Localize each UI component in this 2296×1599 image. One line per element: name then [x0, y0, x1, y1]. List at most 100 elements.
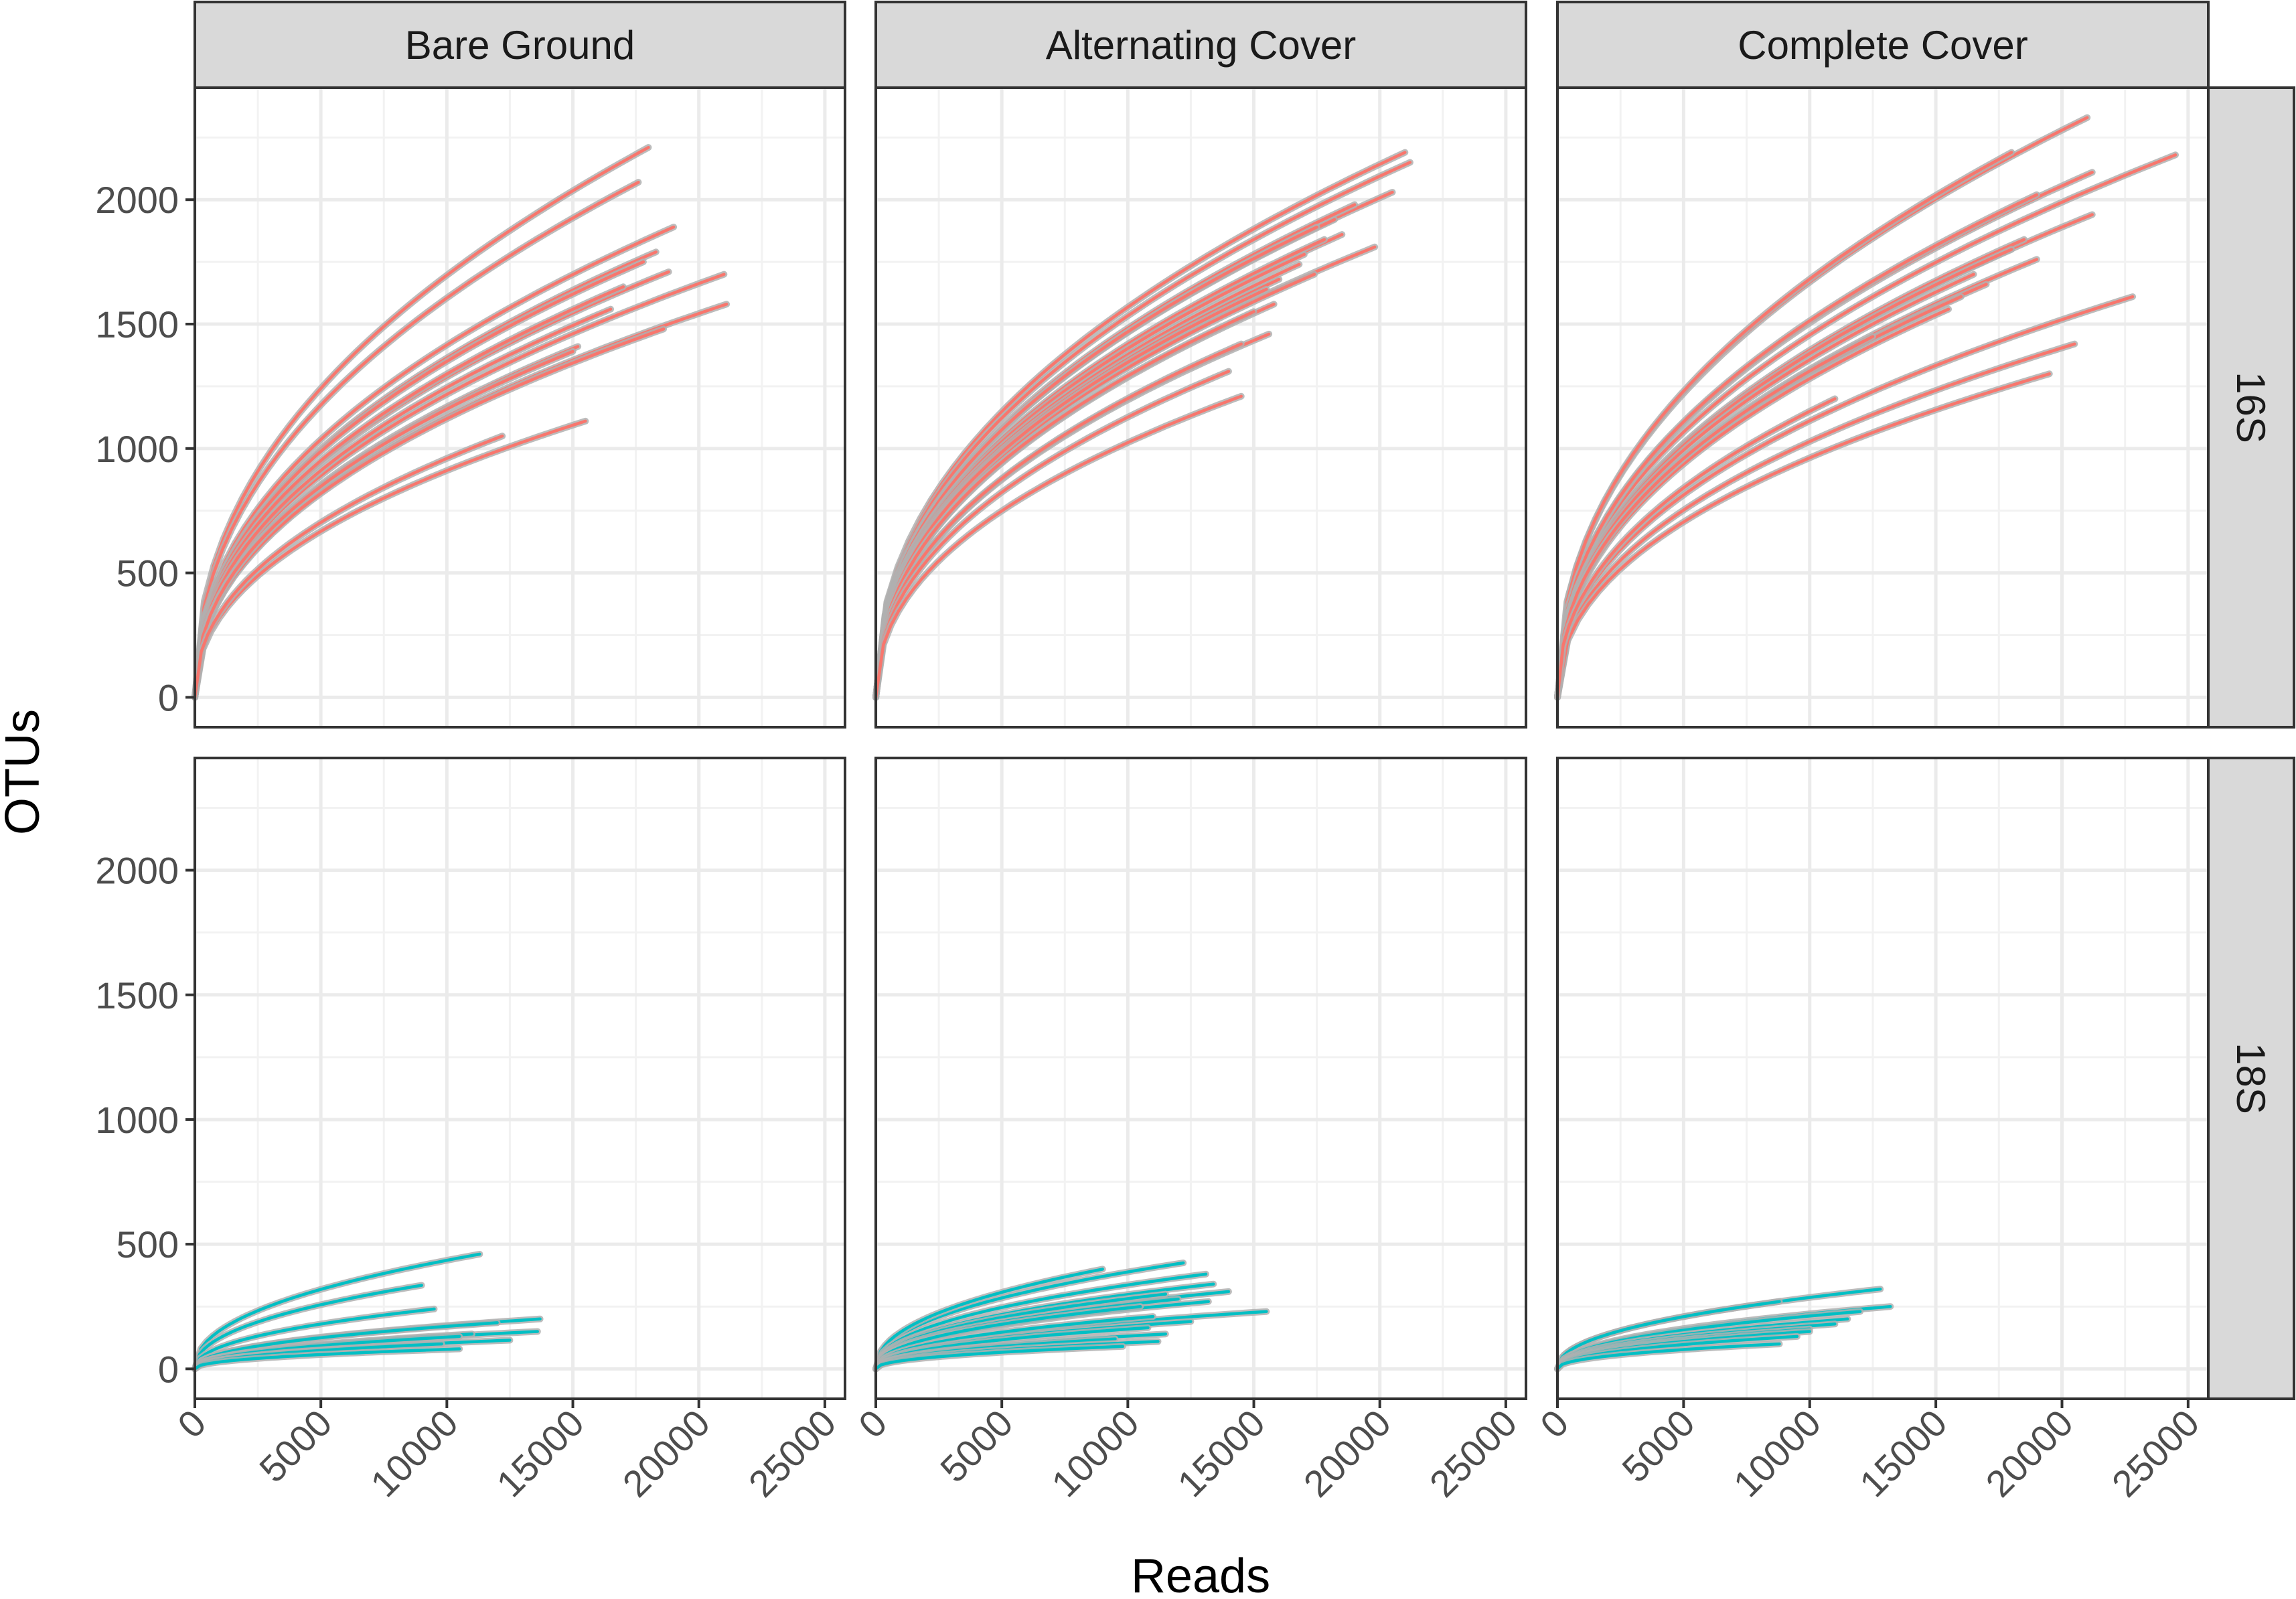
strip-bare-ground: Bare Ground — [194, 1, 846, 89]
y-tick-label: 0 — [158, 1348, 179, 1390]
curve-line — [193, 419, 587, 699]
rarefaction-curve — [872, 1343, 1126, 1373]
rarefaction-curve — [872, 224, 1320, 701]
curve-line — [193, 327, 666, 699]
rarefaction-curve — [1554, 191, 2040, 701]
x-tick-label: 15000 — [488, 1401, 592, 1505]
x-tick-label: 0 — [169, 1401, 214, 1446]
rarefaction-curve — [192, 144, 652, 701]
rarefaction-curve — [192, 348, 577, 701]
x-axis-title: Reads — [1131, 1549, 1270, 1599]
strips-layer: Bare Ground Alternating Cover Complete Cov… — [194, 1, 2295, 1400]
curve-line — [874, 1261, 1185, 1371]
curve-line — [193, 434, 504, 699]
rarefaction-curve — [192, 1251, 483, 1373]
strip-background — [874, 1, 1527, 89]
strip-label: Complete Cover — [1738, 23, 2028, 68]
rarefaction-curve — [1554, 271, 1977, 701]
curve-line — [1555, 1342, 1781, 1371]
rarefaction-curve — [872, 286, 1270, 701]
rarefaction-curve — [192, 325, 667, 701]
curve-line — [193, 285, 625, 699]
strip-background — [2207, 757, 2295, 1400]
curve-line — [874, 1304, 1142, 1371]
strip-label: 18S — [2228, 1043, 2273, 1114]
strip-complete-cover: Complete Cover — [1556, 1, 2210, 89]
panel-border — [194, 757, 846, 1400]
x-tick-label: 20000 — [1977, 1401, 2081, 1505]
x-tick-label: 20000 — [1296, 1401, 1399, 1505]
curve-confidence-band — [192, 417, 589, 701]
rarefaction-curve — [192, 224, 678, 701]
curve-line — [193, 1321, 499, 1371]
curve-line — [874, 1345, 1125, 1371]
curve-line — [1555, 397, 1837, 699]
rarefaction-curve — [872, 1313, 1156, 1373]
strip-label: 16S — [2228, 372, 2273, 443]
x-axis-bare-ground: 0 5000 10000 15000 20000 25000 — [169, 1399, 844, 1505]
rarefaction-curve — [192, 1319, 501, 1373]
rarefaction-curve — [1554, 395, 1839, 701]
curve-line — [874, 151, 1407, 699]
rarefaction-curve — [192, 1345, 463, 1373]
rarefaction-curve — [872, 308, 1257, 701]
curve-line — [1555, 151, 2013, 699]
rarefaction-curve — [872, 159, 1413, 701]
x-tick-label: 25000 — [741, 1401, 844, 1505]
curve-line — [1555, 1300, 1781, 1371]
curve-line — [874, 1314, 1155, 1371]
rarefaction-curve — [192, 305, 614, 701]
x-tick-label: 15000 — [1851, 1401, 1955, 1505]
x-axis-complete-cover: 0 5000 10000 15000 20000 25000 — [1532, 1399, 2207, 1505]
curve-line — [874, 225, 1318, 699]
rarefaction-curve — [192, 1282, 425, 1373]
panel-complete-cover-16s — [1554, 86, 2210, 729]
y-tick-label: 1000 — [95, 428, 179, 470]
curve-line — [874, 161, 1412, 699]
curve-line — [193, 307, 613, 699]
rarefaction-curve — [872, 149, 1409, 701]
curve-line — [874, 287, 1268, 699]
y-tick-label: 1500 — [95, 974, 179, 1016]
curve-line — [1555, 193, 2039, 699]
rarefaction-curve — [192, 179, 642, 701]
y-tick-label: 500 — [117, 552, 179, 595]
rarefaction-curve — [872, 392, 1245, 701]
curve-line — [1555, 372, 2051, 699]
x-tick-label: 10000 — [1043, 1401, 1147, 1505]
rarefaction-curve — [872, 1303, 1144, 1373]
strip-label: Alternating Cover — [1046, 23, 1357, 68]
strip-background — [1556, 1, 2210, 89]
curve-line — [193, 225, 676, 699]
strip-background — [194, 1, 846, 89]
rarefaction-curve — [1554, 333, 1876, 701]
rarefaction-curve — [1554, 370, 2053, 701]
x-tick-label: 20000 — [615, 1401, 718, 1505]
y-tick-label: 1500 — [95, 303, 179, 346]
rarefaction-curve — [1554, 151, 2179, 701]
curve-line — [193, 350, 575, 699]
x-tick-label: 5000 — [1614, 1401, 1703, 1491]
panel-alternating-cover-18s — [872, 757, 1527, 1400]
panel-border — [194, 86, 846, 729]
strip-label: Bare Ground — [405, 23, 635, 68]
curve-line — [1555, 295, 2135, 699]
curve-confidence-band — [872, 149, 1409, 701]
x-tick-label: 5000 — [932, 1401, 1021, 1491]
x-tick-label: 10000 — [1726, 1401, 1829, 1505]
y-axis-18s: 0 500 1000 1500 2000 — [95, 850, 195, 1390]
curve-line — [193, 1284, 423, 1371]
panel-alternating-cover-16s — [872, 86, 1527, 729]
curve-line — [874, 190, 1394, 699]
curve-line — [193, 260, 645, 699]
x-tick-label: 25000 — [1422, 1401, 1525, 1505]
x-tick-label: 0 — [850, 1401, 895, 1446]
curve-line — [874, 370, 1231, 699]
rarefaction-curve — [192, 1305, 438, 1373]
rarefaction-curve — [872, 1260, 1187, 1373]
strip-16s: 16S — [2207, 86, 2295, 729]
rarefaction-curve — [1554, 1298, 1783, 1373]
curve-line — [1555, 273, 1975, 699]
panel-border — [1556, 757, 2210, 1400]
